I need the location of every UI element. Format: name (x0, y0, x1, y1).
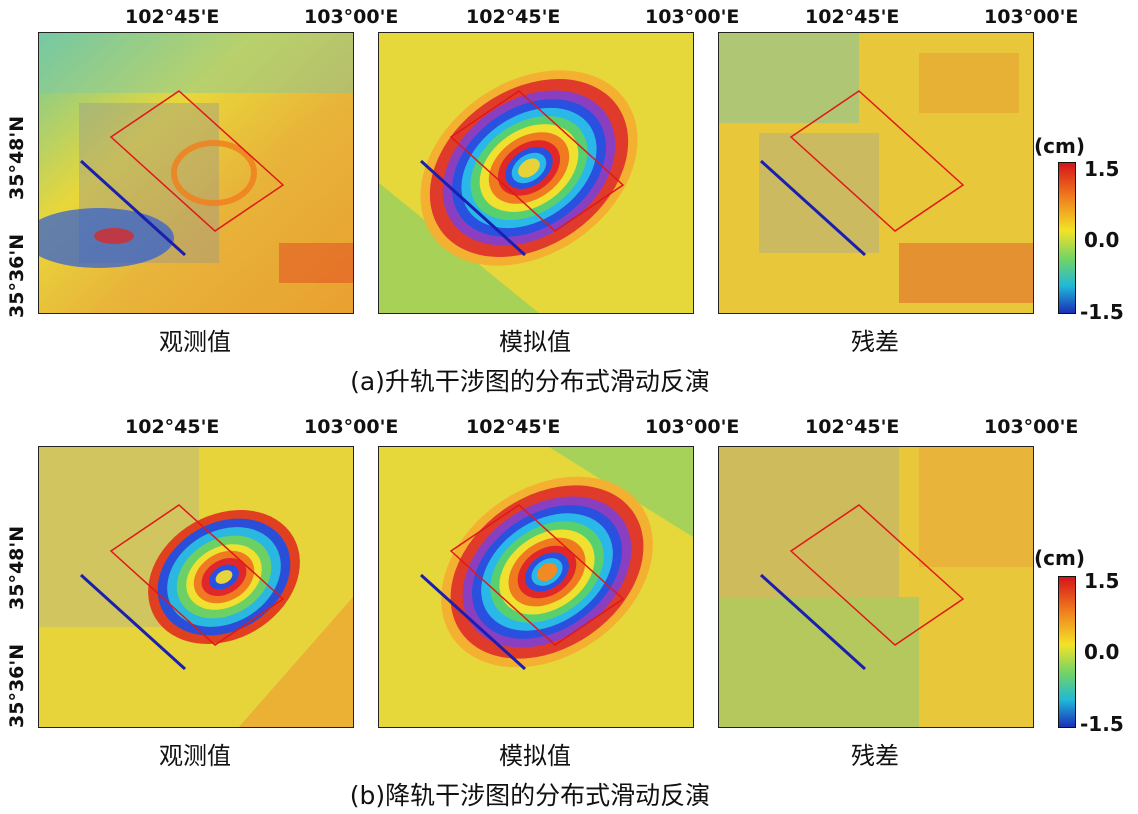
colorbar-max-label: 1.5 (1084, 157, 1120, 181)
x-tick-label: 103°00'E (645, 416, 740, 438)
colorbar (1058, 576, 1076, 728)
interferogram-observed (39, 33, 353, 313)
x-tick-label: 102°45'E (125, 416, 220, 438)
interferogram-residual (719, 33, 1033, 313)
y-tick-label: 35°36'N (6, 643, 28, 728)
row-ascending: 102°45'E 103°00'E 102°45'E 103°00'E 102°… (6, 6, 1124, 396)
x-tick-label: 103°00'E (984, 416, 1079, 438)
colorbar (1058, 162, 1076, 314)
colorbar-unit: (cm) (1034, 546, 1085, 570)
map-panel-modeled (378, 32, 694, 314)
fault-trace-line (79, 159, 187, 257)
x-tick-label: 102°45'E (125, 6, 220, 28)
x-tick-label: 102°45'E (466, 6, 561, 28)
x-tick-label: 103°00'E (304, 6, 399, 28)
x-tick-label: 102°45'E (466, 416, 561, 438)
colorbar-min-label: -1.5 (1080, 300, 1124, 324)
fault-plane-outline (449, 90, 625, 232)
x-tick-label: 102°45'E (805, 416, 900, 438)
map-panel-observed (38, 32, 354, 314)
figure-caption-a: (a)升轨干涉图的分布式滑动反演 (350, 367, 710, 396)
interferogram-modeled (379, 33, 693, 313)
y-tick-label: 35°48'N (6, 115, 28, 200)
x-tick-label: 103°00'E (304, 416, 399, 438)
colorbar-mid-label: 0.0 (1084, 228, 1120, 252)
row-descending: 102°45'E 103°00'E 102°45'E 103°00'E 102°… (0, 410, 1138, 814)
interferogram-modeled (379, 447, 693, 727)
x-tick-label: 102°45'E (805, 6, 900, 28)
colorbar-max-label: 1.5 (1084, 569, 1120, 593)
panel-title-observed: 观测值 (159, 328, 231, 356)
panel-title-observed: 观测值 (159, 742, 231, 770)
y-tick-label: 35°36'N (6, 233, 28, 318)
fault-trace-line (759, 573, 867, 671)
y-tick-label: 35°48'N (6, 525, 28, 610)
fault-trace-line (759, 159, 867, 257)
map-panel-observed (38, 446, 354, 728)
panel-title-modeled: 模拟值 (499, 742, 571, 770)
map-panel-modeled (378, 446, 694, 728)
panel-title-modeled: 模拟值 (499, 328, 571, 356)
colorbar-unit: (cm) (1034, 134, 1085, 158)
panel-title-residual: 残差 (851, 328, 899, 356)
interferogram-observed (39, 447, 353, 727)
fault-plane-outline (449, 504, 625, 646)
fault-plane-outline (789, 90, 965, 232)
fault-trace-line (419, 573, 527, 671)
fault-plane-outline (789, 504, 965, 646)
x-tick-label: 103°00'E (645, 6, 740, 28)
fault-trace-line (419, 159, 527, 257)
fault-trace-line (79, 573, 187, 671)
panel-title-residual: 残差 (851, 742, 899, 770)
colorbar-min-label: -1.5 (1080, 712, 1124, 736)
map-panel-residual (718, 32, 1034, 314)
x-tick-label: 103°00'E (984, 6, 1079, 28)
map-panel-residual (718, 446, 1034, 728)
interferogram-residual (719, 447, 1033, 727)
colorbar-mid-label: 0.0 (1084, 640, 1120, 664)
figure-caption-b: (b)降轨干涉图的分布式滑动反演 (349, 781, 711, 810)
fault-plane-outline (109, 504, 285, 646)
fault-plane-outline (109, 90, 285, 232)
